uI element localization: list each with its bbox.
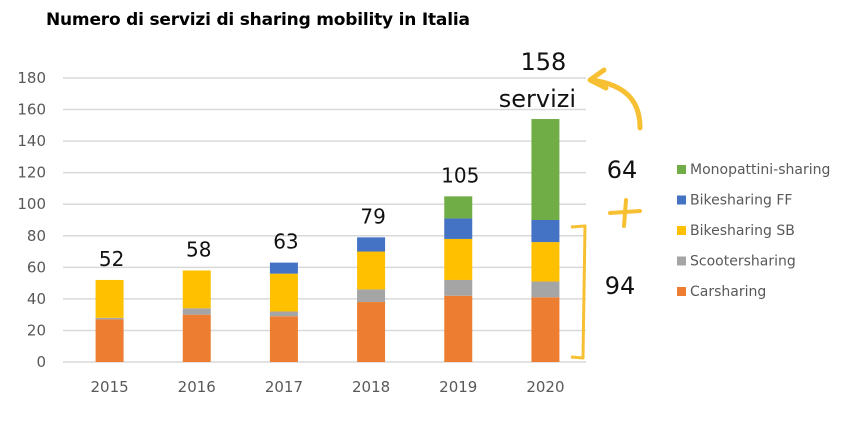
x-tick-label: 2018	[352, 378, 390, 396]
legend-swatch	[677, 287, 686, 296]
y-tick-label: 20	[27, 321, 46, 339]
legend-swatch	[677, 256, 686, 266]
bar-segment-carsharing-2020	[531, 297, 560, 362]
bar-segment-bikesharing-sb-2016	[182, 270, 211, 309]
bar-segment-monopattini-sharing-2020	[531, 119, 560, 220]
bar-segment-bikesharing-ff-2017	[269, 262, 298, 274]
plus-sign-icon	[608, 198, 642, 228]
bar-segment-scootersharing-2016	[182, 308, 211, 315]
total-labels: 52 58 63 79 105 158 servizi 64 94	[99, 48, 637, 300]
legend-swatch	[677, 165, 686, 174]
total-label-2015: 52	[99, 247, 124, 271]
bar-segment-bikesharing-sb-2017	[269, 273, 298, 312]
y-tick-label: 140	[17, 132, 46, 150]
y-tick-label: 120	[17, 164, 46, 182]
x-tick-label: 2017	[265, 378, 303, 396]
bar-segment-scootersharing-2019	[444, 279, 473, 296]
x-axis-ticks: 2015 2016 2017 2018 2019 2020	[90, 378, 564, 396]
annotation-micromobility-count: 64	[607, 156, 638, 184]
y-tick-label: 40	[27, 290, 46, 308]
bar-segment-bikesharing-ff-2018	[357, 237, 386, 252]
total-label-2018: 79	[360, 204, 385, 228]
x-tick-label: 2019	[439, 378, 477, 396]
annotations	[570, 67, 643, 360]
y-tick-label: 160	[17, 101, 46, 119]
y-axis-ticks: 0 20 40 60 80 100 120 140 160 180	[17, 69, 46, 371]
legend-label: Scootersharing	[690, 254, 796, 270]
bar-segment-carsharing-2019	[444, 295, 473, 362]
bars	[95, 119, 560, 362]
legend-swatch	[677, 195, 686, 205]
y-tick-label: 0	[36, 353, 46, 371]
arrow-head-icon	[587, 67, 609, 91]
bar-segment-scootersharing-2015	[95, 317, 124, 320]
legend-label: Bikesharing FF	[690, 193, 792, 209]
x-tick-label: 2016	[178, 378, 216, 396]
bar-segment-scootersharing-2020	[531, 281, 560, 298]
bar-segment-scootersharing-2017	[269, 311, 298, 317]
legend-label: Monopattini-sharing	[690, 162, 830, 178]
curved-arrow-icon	[589, 77, 643, 131]
total-label-2020: 158	[521, 48, 567, 76]
legend-label: Carsharing	[690, 284, 766, 300]
bar-segment-carsharing-2017	[269, 316, 298, 362]
total-caption-servizi: servizi	[499, 85, 576, 113]
total-label-2016: 58	[186, 237, 211, 261]
bar-segment-bikesharing-sb-2018	[357, 251, 386, 290]
bar-segment-monopattini-sharing-2019	[444, 196, 473, 219]
y-tick-label: 80	[27, 227, 46, 245]
bar-segment-carsharing-2015	[95, 319, 124, 362]
total-label-2019: 105	[441, 163, 479, 187]
bar-segment-bikesharing-ff-2019	[444, 218, 473, 239]
legend-swatch	[677, 226, 686, 235]
chart-title: Numero di servizi di sharing mobility in…	[46, 10, 470, 30]
x-tick-label: 2015	[90, 378, 128, 396]
legend-label: Bikesharing SB	[690, 223, 795, 239]
total-label-2017: 63	[273, 230, 298, 254]
y-tick-label: 60	[27, 258, 46, 276]
bar-segment-bikesharing-ff-2020	[531, 220, 560, 243]
bar-segment-bikesharing-sb-2019	[444, 238, 473, 280]
bar-segment-bikesharing-sb-2020	[531, 242, 560, 282]
bar-segment-carsharing-2018	[357, 302, 386, 362]
legend: Monopattini-sharing Bikesharing FF Bikesha…	[677, 162, 830, 300]
annotation-traditional-count: 94	[605, 272, 636, 300]
gridlines	[63, 77, 586, 363]
y-tick-label: 100	[17, 195, 46, 213]
bar-segment-scootersharing-2018	[357, 289, 386, 303]
x-tick-label: 2020	[526, 378, 564, 396]
y-tick-label: 180	[17, 69, 46, 87]
bar-segment-bikesharing-sb-2015	[95, 279, 124, 318]
bracket-icon	[570, 224, 587, 360]
bar-segment-carsharing-2016	[182, 314, 211, 362]
